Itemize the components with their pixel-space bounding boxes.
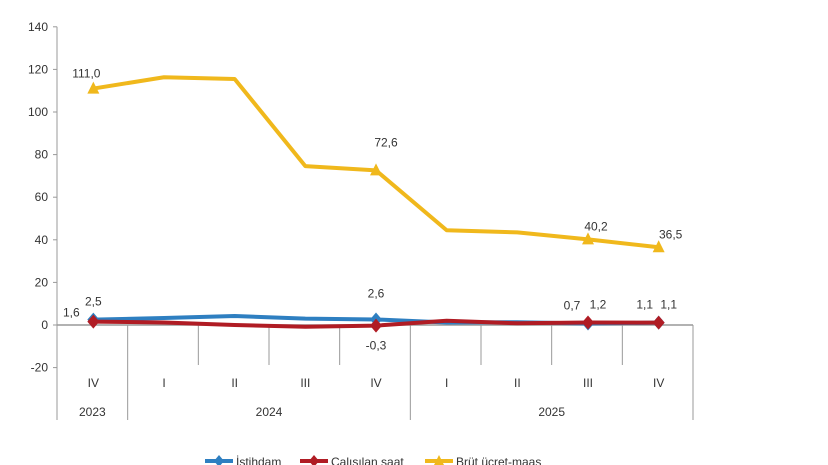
data-label: 2,5	[85, 295, 102, 309]
data-point-marker	[652, 240, 665, 253]
y-tick-label: 120	[28, 62, 48, 76]
data-label: 111,0	[72, 67, 101, 81]
data-point-marker	[582, 315, 594, 330]
y-tick-label: 60	[35, 190, 49, 204]
category-label: II	[231, 376, 238, 390]
data-label: 0,7	[564, 299, 581, 313]
y-tick-label: 80	[35, 148, 49, 162]
data-point-marker	[370, 163, 382, 176]
data-label: 1,6	[63, 306, 80, 320]
data-point-marker	[87, 81, 100, 94]
data-point-marker	[87, 314, 100, 329]
legend-marker	[214, 455, 224, 465]
data-label: 40,2	[584, 219, 608, 233]
legend-label: Çalışılan saat	[331, 455, 404, 465]
legend-marker	[309, 455, 319, 465]
category-label: I	[162, 376, 165, 390]
data-label: 1,1	[636, 298, 653, 312]
category-label: III	[300, 376, 310, 390]
y-tick-label: 100	[28, 105, 48, 119]
data-label: 2,6	[368, 286, 385, 300]
legend-label: İstihdam	[236, 455, 281, 465]
category-label: IV	[88, 376, 99, 390]
data-label: 72,6	[374, 135, 398, 149]
data-point-marker	[370, 318, 382, 333]
y-tick-label: -20	[31, 361, 49, 375]
category-label: IV	[653, 376, 664, 390]
legend-marker	[434, 455, 444, 465]
series-line-2	[93, 75, 659, 250]
category-label: IV	[370, 376, 381, 390]
data-label: 1,2	[590, 297, 607, 311]
category-label: II	[514, 376, 521, 390]
year-label: 2023	[79, 405, 106, 419]
legend-label: Brüt ücret-maaş	[456, 455, 541, 465]
category-label: I	[445, 376, 448, 390]
y-tick-label: 140	[28, 20, 48, 34]
year-label: 2024	[256, 405, 283, 419]
data-point-marker	[652, 315, 665, 330]
y-tick-label: 20	[35, 275, 49, 289]
y-tick-label: 40	[35, 233, 49, 247]
data-label: 1,1	[660, 298, 677, 312]
y-tick-label: 0	[41, 318, 48, 332]
year-label: 2025	[538, 405, 565, 419]
data-label: 36,5	[659, 227, 683, 241]
data-point-marker	[582, 232, 594, 245]
data-label: -0,3	[366, 339, 387, 353]
category-label: III	[583, 376, 593, 390]
